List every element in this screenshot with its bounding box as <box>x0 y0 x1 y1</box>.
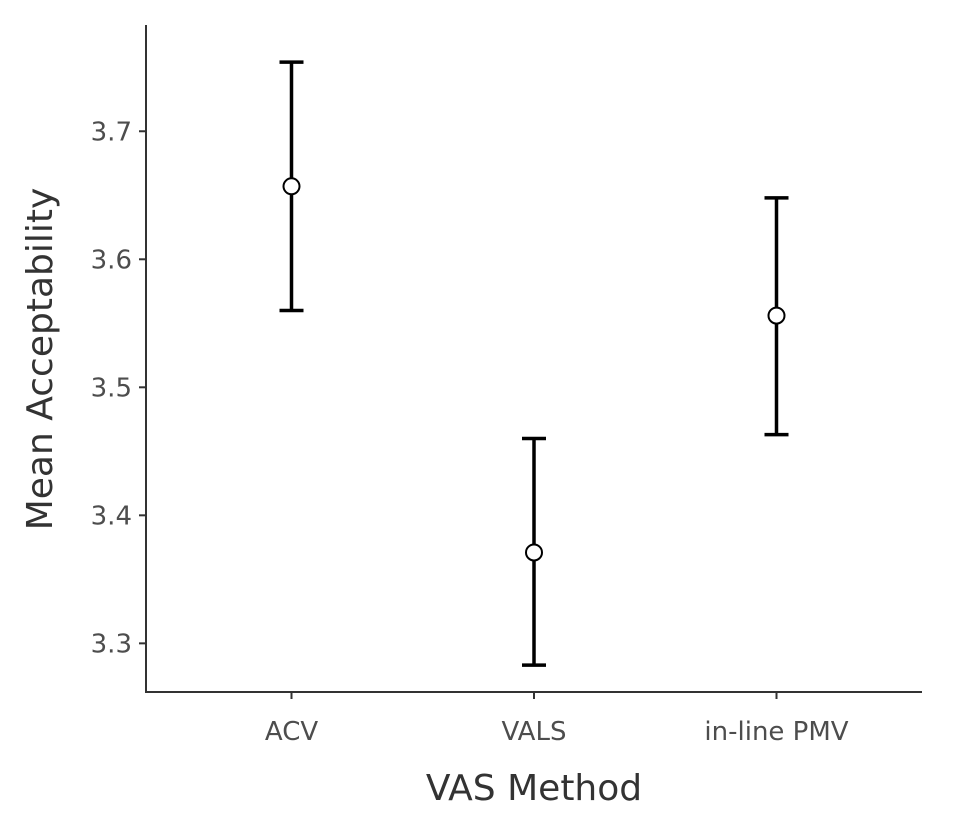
y-axis-ticks: 3.3 3.4 3.5 3.6 3.7 <box>91 117 146 659</box>
y-tick-label: 3.5 <box>91 373 132 403</box>
x-axis-title: VAS Method <box>426 768 642 809</box>
error-bar <box>279 60 304 313</box>
y-tick-label: 3.6 <box>91 245 132 275</box>
y-tick-label: 3.4 <box>91 501 132 531</box>
y-tick-label: 3.3 <box>91 629 132 659</box>
x-tick-label: ACV <box>265 717 318 747</box>
y-axis-title: Mean Acceptability <box>20 188 61 531</box>
x-axis-ticks: ACV VALS in-line PMV <box>265 692 849 747</box>
data-point <box>767 306 786 325</box>
y-tick-label: 3.7 <box>91 117 132 147</box>
error-bar <box>764 196 789 437</box>
error-bars <box>279 60 789 667</box>
error-bar <box>522 436 546 667</box>
data-point <box>525 543 543 562</box>
data-point <box>282 177 301 196</box>
x-tick-label: in-line PMV <box>704 717 848 747</box>
x-tick-label: VALS <box>502 717 567 747</box>
